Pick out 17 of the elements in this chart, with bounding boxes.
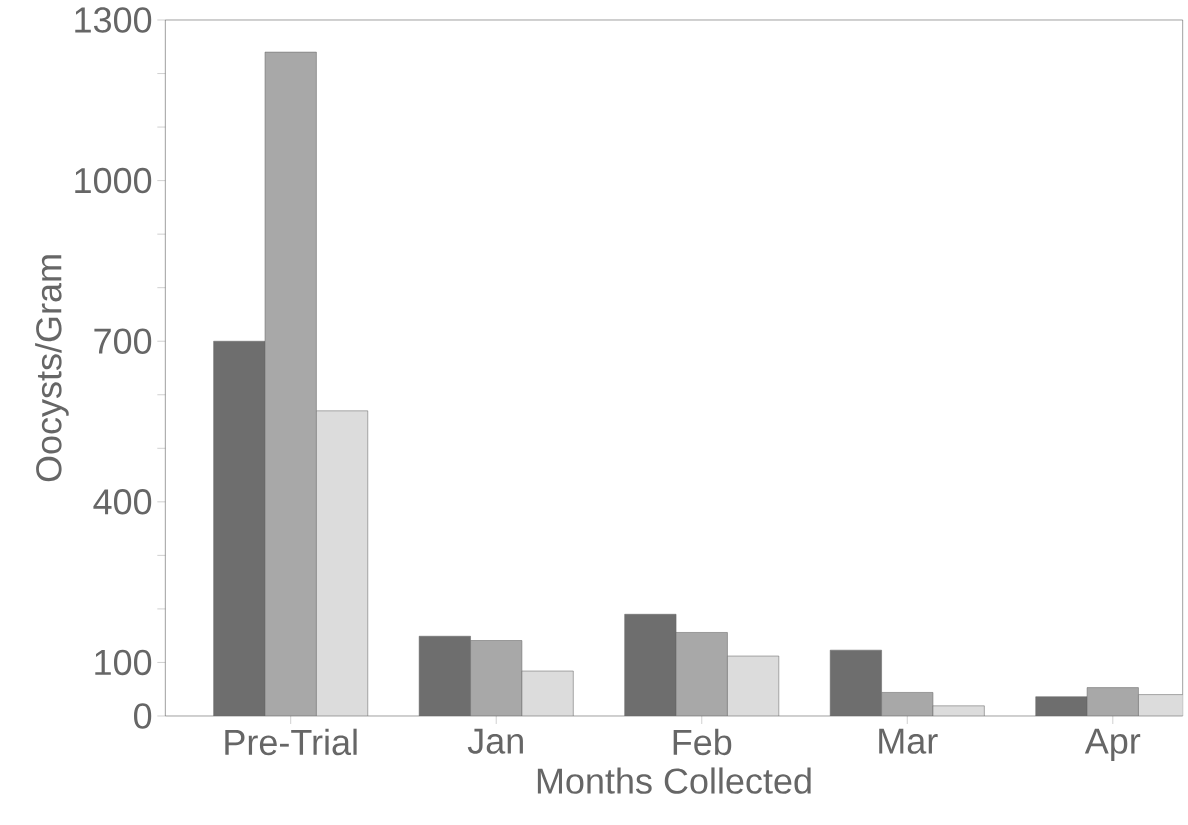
- y-tick-label: 100: [95, 649, 152, 676]
- x-tick-label: Mar: [879, 728, 938, 754]
- y-tick-label: 1300: [75, 7, 152, 33]
- bar: [675, 632, 728, 716]
- y-tick-label: 1000: [75, 167, 152, 194]
- bar: [881, 692, 934, 716]
- x-tick-label: Apr: [1084, 728, 1141, 761]
- y-tick-label: 700: [94, 328, 152, 354]
- x-tick-label: Jan: [467, 728, 523, 754]
- y-tick-label: 400: [93, 488, 152, 515]
- x-axis-title: Months Collected: [537, 767, 811, 794]
- y-axis-title: Oocysts/Gram: [35, 255, 69, 482]
- x-tick-label: Feb: [673, 728, 732, 755]
- bar: [470, 640, 523, 716]
- bar: [264, 51, 317, 716]
- x-tick-label: Pre-Trial: [225, 728, 357, 755]
- y-tick-label: 0: [134, 703, 152, 729]
